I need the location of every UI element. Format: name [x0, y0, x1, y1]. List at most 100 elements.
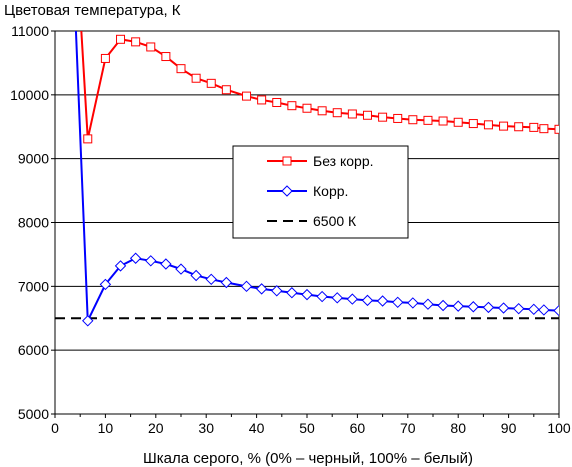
x-tick-label: 80 [450, 420, 466, 436]
data-point-square [221, 85, 231, 95]
data-point-diamond [452, 300, 464, 312]
data-point-diamond [240, 280, 253, 293]
data-point-square [362, 110, 372, 120]
data-point-diamond [281, 185, 293, 197]
legend-item: 6500 К [267, 213, 357, 229]
data-point-square [242, 91, 252, 101]
data-point-diamond [538, 304, 550, 316]
y-tick-label: 6000 [18, 342, 49, 358]
data-point-square [161, 52, 171, 62]
data-point-square [116, 34, 126, 44]
data-point-diamond [553, 304, 559, 317]
data-point-diamond [316, 290, 328, 303]
x-tick-label: 60 [350, 420, 366, 436]
x-tick-label: 30 [198, 420, 214, 436]
data-point-diamond [175, 263, 187, 275]
data-point-square [499, 121, 509, 131]
data-point-diamond [190, 269, 202, 282]
x-tick-label: 10 [98, 420, 114, 436]
y-tick-label: 10000 [10, 87, 49, 103]
x-tick-label: 70 [400, 420, 416, 436]
data-point-diamond [392, 296, 404, 308]
data-point-square [206, 78, 216, 88]
x-axis-label: Шкала серого, % (0% – черный, 100% – бел… [143, 450, 473, 467]
data-point-square [423, 115, 433, 125]
data-point-diamond [129, 252, 142, 264]
data-point-square [282, 156, 292, 166]
data-point-diamond [346, 293, 359, 305]
x-tick-label: 40 [249, 420, 265, 436]
data-point-diamond [145, 255, 157, 267]
data-point-diamond [220, 276, 233, 289]
x-tick-label: 50 [299, 420, 315, 436]
data-point-square [302, 103, 312, 113]
y-tick-label: 7000 [18, 278, 49, 294]
data-point-square [347, 109, 357, 119]
data-point-diamond [497, 302, 510, 314]
data-point-diamond [82, 315, 94, 327]
legend-box [232, 145, 409, 239]
series-layer [55, 31, 559, 327]
x-tick-label: 0 [51, 420, 59, 436]
data-point-square [408, 115, 418, 125]
data-point-square [529, 122, 539, 132]
data-point-diamond [99, 278, 112, 291]
data-point-square [191, 73, 201, 83]
data-point-diamond [301, 288, 313, 301]
data-point-diamond [482, 301, 495, 314]
y-tick-label: 9000 [18, 151, 49, 167]
data-point-square [332, 108, 342, 118]
data-point-square [317, 106, 327, 116]
data-point-diamond [114, 260, 127, 272]
data-point-square [146, 42, 156, 52]
legend-label: 6500 К [313, 213, 357, 229]
x-tick-label: 20 [148, 420, 164, 436]
legend-item: Без корр. [267, 153, 374, 169]
data-point-diamond [255, 283, 268, 295]
data-point-diamond [512, 302, 525, 315]
series-0 [80, 31, 559, 144]
data-point-square [483, 120, 493, 130]
x-tick-label: 90 [501, 420, 517, 436]
data-point-diamond [528, 303, 540, 316]
y-tick-label: 8000 [18, 215, 49, 231]
y-axis: 5000 6000 7000 8000 9000 10000 11000 [10, 23, 55, 422]
data-point-square [468, 119, 478, 129]
data-point-diamond [271, 285, 283, 297]
data-point-diamond [160, 258, 172, 270]
y-tick-label: 5000 [18, 406, 49, 422]
data-point-diamond [331, 292, 343, 304]
data-point-diamond [361, 294, 374, 307]
data-point-square [539, 124, 549, 134]
chart-title: Цветовая температура, К [4, 2, 181, 19]
legend: Без корр. Корр. 6500 К [232, 145, 409, 239]
data-point-square [287, 101, 297, 111]
data-point-diamond [407, 297, 419, 309]
y-tick-label: 11000 [11, 23, 49, 39]
data-point-diamond [467, 301, 480, 313]
data-point-square [83, 134, 93, 144]
legend-label: Без корр. [313, 153, 374, 169]
data-point-diamond [286, 287, 298, 299]
data-point-square [272, 97, 282, 107]
data-point-square [554, 124, 559, 134]
data-point-diamond [422, 298, 434, 310]
x-tick-label: 100 [547, 420, 571, 436]
data-point-square [378, 112, 388, 122]
x-axis: 0 10 20 30 40 50 60 70 80 90 100 [51, 414, 571, 436]
data-point-square [176, 64, 186, 74]
data-point-square [453, 117, 463, 127]
data-point-square [131, 37, 141, 47]
data-point-diamond [205, 273, 217, 286]
data-point-square [100, 53, 110, 63]
data-point-diamond [437, 299, 449, 312]
legend-item: Корр. [267, 183, 348, 199]
series-1 [74, 31, 559, 327]
data-point-square [438, 116, 448, 126]
legend-label: Корр. [313, 183, 348, 199]
data-point-square [514, 122, 524, 132]
data-point-square [393, 113, 403, 123]
data-point-diamond [376, 295, 389, 307]
data-point-square [257, 95, 267, 105]
